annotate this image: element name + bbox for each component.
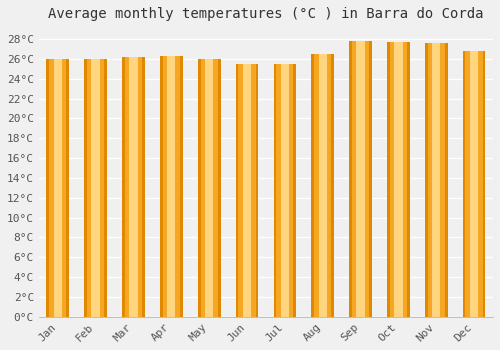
Bar (200, 59, 218, 317)
Bar (198, 59, 200, 317)
Bar (167, 56, 175, 317)
Bar (318, 54, 327, 317)
Bar (276, 64, 293, 317)
Bar (160, 56, 162, 317)
Bar (352, 41, 369, 317)
Bar (162, 56, 180, 317)
Bar (483, 51, 486, 317)
Bar (294, 64, 296, 317)
Bar (238, 64, 256, 317)
Bar (130, 57, 138, 317)
Bar (125, 57, 142, 317)
Bar (314, 54, 332, 317)
Bar (274, 64, 276, 317)
Bar (104, 59, 107, 317)
Bar (122, 57, 125, 317)
Bar (281, 64, 289, 317)
Bar (425, 43, 428, 317)
Bar (46, 59, 49, 317)
Bar (84, 59, 87, 317)
Bar (142, 57, 145, 317)
Bar (332, 54, 334, 317)
Bar (349, 41, 352, 317)
Bar (49, 59, 66, 317)
Bar (407, 42, 410, 317)
Bar (428, 43, 445, 317)
Bar (387, 42, 390, 317)
Bar (356, 41, 364, 317)
Bar (312, 54, 314, 317)
Bar (369, 41, 372, 317)
Bar (205, 59, 213, 317)
Bar (66, 59, 69, 317)
Bar (236, 64, 238, 317)
Bar (54, 59, 62, 317)
Bar (218, 59, 220, 317)
Bar (445, 43, 448, 317)
Bar (463, 51, 466, 317)
Bar (470, 51, 478, 317)
Title: Average monthly temperatures (°C ) in Barra do Corda: Average monthly temperatures (°C ) in Ba… (48, 7, 484, 21)
Bar (256, 64, 258, 317)
Bar (432, 43, 440, 317)
Bar (390, 42, 407, 317)
Bar (394, 42, 402, 317)
Bar (180, 56, 182, 317)
Bar (243, 64, 251, 317)
Bar (87, 59, 104, 317)
Bar (466, 51, 483, 317)
Bar (92, 59, 100, 317)
